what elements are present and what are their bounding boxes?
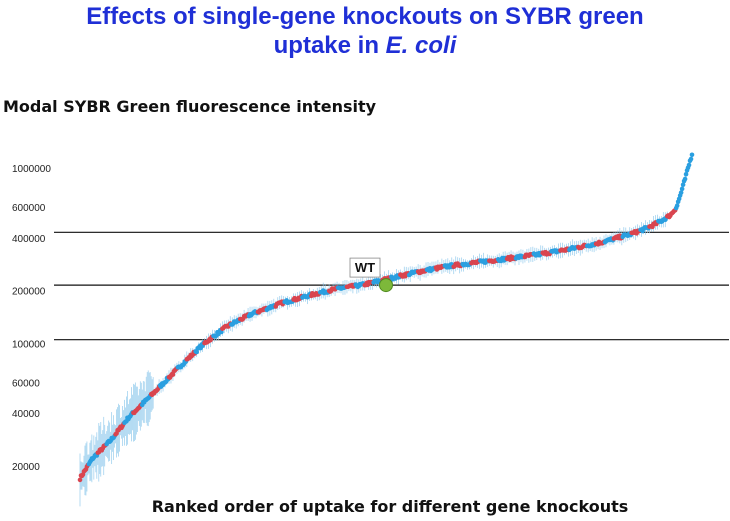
wt-marker <box>379 278 393 293</box>
chart-title-species: E. coli <box>385 32 457 59</box>
y-axis-label: Modal SYBR Green fluorescence intensity <box>3 97 377 116</box>
data-point <box>674 203 680 208</box>
y-tick-label: 40000 <box>12 409 40 420</box>
data-point <box>679 186 685 192</box>
chart-title-line2-text: uptake in <box>273 32 386 59</box>
x-axis-label: Ranked order of uptake for different gen… <box>151 497 629 516</box>
data-point <box>680 182 686 188</box>
y-tick-label: 20000 <box>12 462 40 473</box>
y-tick-label: 60000 <box>12 378 40 389</box>
data-point <box>683 172 689 177</box>
data-point <box>686 162 692 168</box>
data-point <box>682 176 688 182</box>
wt-label-box <box>349 257 381 278</box>
data-point <box>688 156 694 162</box>
data-point <box>77 477 83 483</box>
y-tick-label: 1000000 <box>12 164 51 175</box>
data-point <box>194 349 199 355</box>
chart-title: Effects of single-gene knockouts on SYBR… <box>0 2 730 60</box>
chart-title-line2: uptake in E. coli <box>0 31 730 60</box>
y-tick-label: 400000 <box>12 234 46 245</box>
chart-title-line1: Effects of single-gene knockouts on SYBR… <box>86 3 644 30</box>
data-point <box>678 190 684 195</box>
data-point <box>689 152 695 158</box>
y-tick-label: 200000 <box>12 287 46 298</box>
y-tick-label: 100000 <box>12 339 46 350</box>
y-tick-label: 600000 <box>12 203 46 214</box>
wt-label: WT <box>355 260 375 275</box>
